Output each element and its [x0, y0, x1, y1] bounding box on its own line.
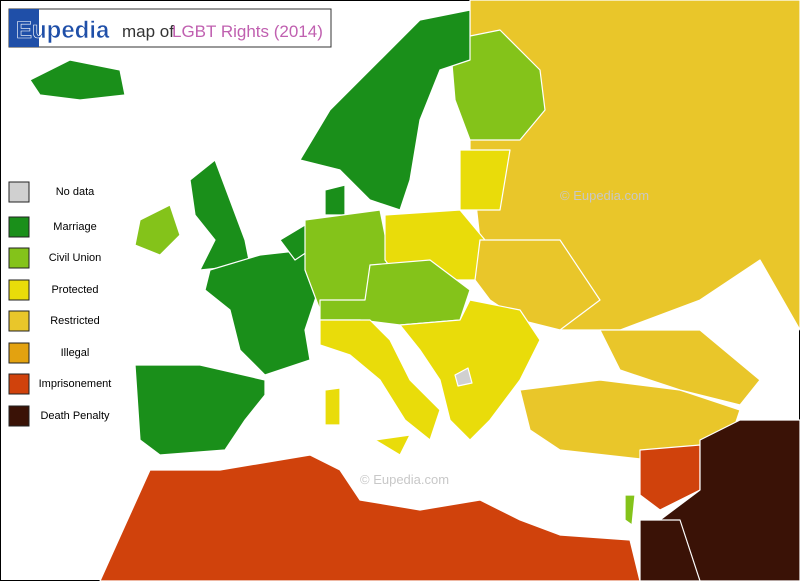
region-finland — [449, 29, 546, 141]
region-italy — [319, 319, 441, 441]
legend-swatch — [8, 342, 30, 364]
region-sardinia — [324, 387, 341, 426]
legend-label: Imprisonement — [39, 378, 112, 390]
region-central-europe — [319, 259, 471, 326]
watermark: © Eupedia.com — [560, 188, 649, 203]
region-denmark — [324, 184, 346, 216]
region-north-africa — [99, 454, 641, 581]
legend-swatch — [8, 216, 30, 238]
region-israel — [624, 494, 636, 526]
region-arabia — [639, 519, 701, 581]
legend-swatch — [8, 310, 30, 332]
title: LGBT Rights (2014) — [172, 22, 323, 41]
legend-label: Restricted — [50, 315, 100, 327]
legend: No data Marriage Civil Union Protected Restr… — [8, 181, 112, 427]
legend-swatch — [8, 373, 30, 395]
region-caucasus — [599, 329, 761, 406]
legend-swatch — [8, 405, 30, 427]
region-sicily — [374, 434, 411, 456]
region-syria — [639, 444, 701, 511]
region-kosovo — [454, 367, 473, 387]
region-scandinavia — [299, 9, 471, 211]
legend-label: Marriage — [53, 221, 96, 233]
header-box — [8, 8, 332, 48]
legend-label: Protected — [51, 284, 98, 296]
legend-swatch — [8, 247, 30, 269]
legend-label: Civil Union — [49, 252, 102, 264]
legend-label: No data — [56, 186, 95, 198]
legend-swatch — [8, 181, 30, 203]
region-baltics — [459, 149, 511, 211]
region-iceland — [29, 59, 126, 101]
legend-label: Death Penalty — [40, 410, 110, 422]
region-ireland — [134, 204, 181, 256]
map — [29, 0, 800, 581]
legend-swatch — [8, 279, 30, 301]
region-iberia — [134, 364, 266, 456]
watermark: © Eupedia.com — [360, 472, 449, 487]
region-iraq — [659, 419, 800, 581]
brand: Eupedia — [16, 17, 110, 44]
title-prefix: map of — [122, 22, 174, 41]
header: Eupedia map of LGBT Rights (2014) — [8, 8, 332, 48]
legend-label: Illegal — [61, 347, 90, 359]
logo-flag — [9, 9, 39, 47]
region-balkans — [399, 299, 541, 441]
